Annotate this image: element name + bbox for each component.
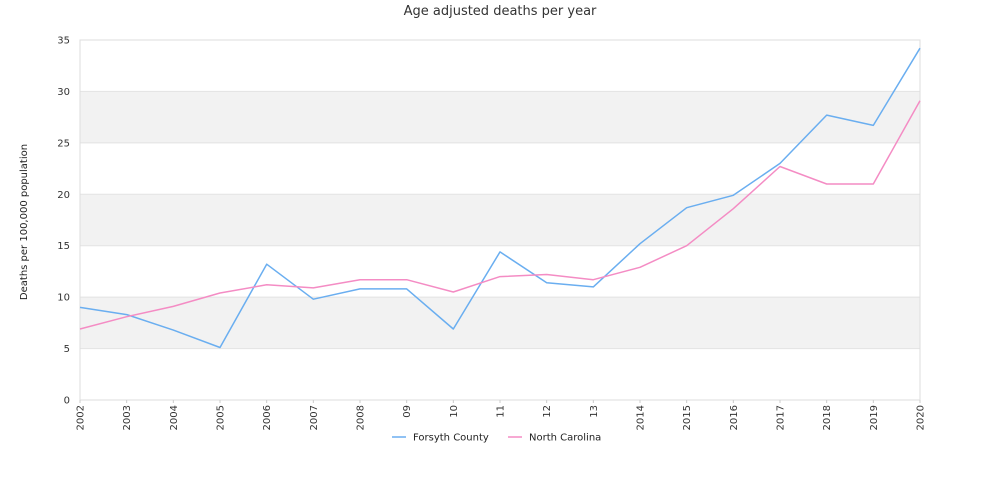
grid-band bbox=[80, 297, 920, 349]
x-tick-label: 2018 bbox=[822, 405, 833, 430]
grid-band bbox=[80, 194, 920, 246]
x-tick-label: 2016 bbox=[729, 405, 740, 430]
x-tick-label: 2006 bbox=[262, 405, 273, 430]
x-tick-label: 2007 bbox=[309, 405, 320, 430]
y-tick-label: 5 bbox=[64, 344, 70, 355]
grid-band bbox=[80, 91, 920, 143]
series-line-north-carolina bbox=[79, 100, 921, 330]
x-tick-label: 2008 bbox=[356, 405, 367, 430]
x-axis-ticks: 2002 2003 2004 2005 2006 2007 2008 09 10 11 12 13 20… bbox=[76, 400, 927, 430]
y-tick-label: 10 bbox=[57, 293, 70, 304]
x-tick-label: 10 bbox=[449, 405, 460, 418]
y-axis-title: Deaths per 100,000 population bbox=[19, 144, 30, 300]
legend[interactable]: Forsyth County North Carolina bbox=[392, 433, 601, 444]
legend-label: North Carolina bbox=[529, 433, 601, 444]
chart-title: Age adjusted deaths per year bbox=[404, 4, 597, 19]
series-line-forsyth-county bbox=[79, 47, 921, 349]
series-lines bbox=[79, 47, 921, 349]
x-tick-label: 2003 bbox=[122, 405, 133, 430]
x-tick-label: 2002 bbox=[76, 405, 87, 430]
legend-item-forsyth-county[interactable]: Forsyth County bbox=[392, 433, 489, 444]
x-tick-label: 2015 bbox=[682, 405, 693, 430]
legend-label: Forsyth County bbox=[413, 433, 489, 444]
legend-item-north-carolina[interactable]: North Carolina bbox=[508, 433, 601, 444]
x-tick-label: 12 bbox=[542, 405, 553, 418]
y-tick-label: 0 bbox=[64, 396, 70, 407]
x-tick-label: 2005 bbox=[216, 405, 227, 430]
grid-bands bbox=[80, 91, 920, 349]
y-tick-label: 25 bbox=[57, 138, 70, 149]
x-tick-label: 2014 bbox=[636, 405, 647, 430]
x-tick-label: 09 bbox=[402, 405, 413, 418]
x-tick-label: 11 bbox=[496, 405, 507, 418]
x-tick-label: 2017 bbox=[776, 405, 787, 430]
x-tick-label: 2020 bbox=[916, 405, 927, 430]
y-tick-label: 35 bbox=[57, 36, 70, 47]
gridlines bbox=[80, 39, 920, 401]
x-tick-label: 13 bbox=[589, 405, 600, 418]
y-axis-ticks: 0 5 10 15 20 25 30 35 bbox=[57, 36, 70, 407]
x-tick-label: 2019 bbox=[869, 405, 880, 430]
y-tick-label: 20 bbox=[57, 190, 70, 201]
y-tick-label: 15 bbox=[57, 241, 70, 252]
x-tick-label: 2004 bbox=[169, 405, 180, 430]
y-tick-label: 30 bbox=[57, 87, 70, 98]
